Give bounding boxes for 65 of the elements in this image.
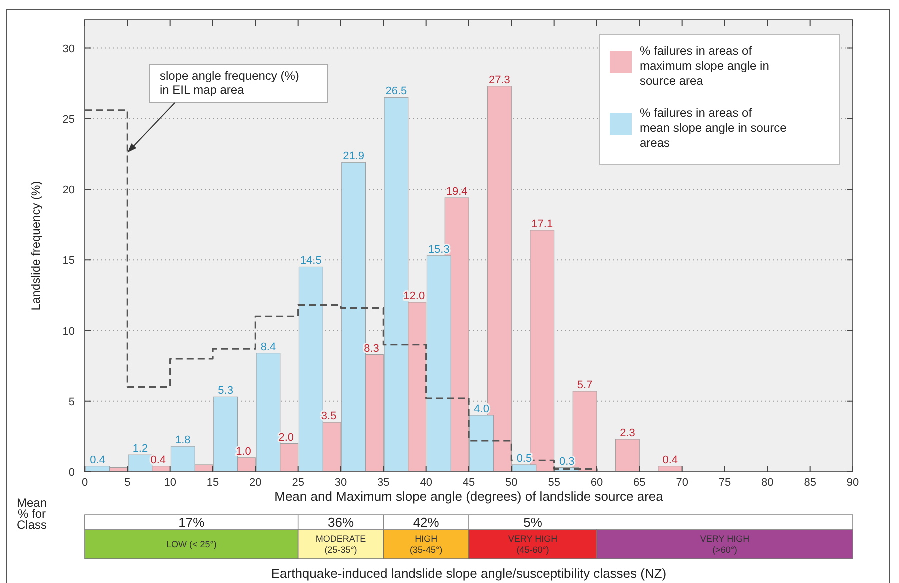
x-tick-label: 90 [846,477,860,489]
data-label: 0.3 [559,456,575,468]
y-tick-label: 5 [68,396,75,408]
annotation: 17% [178,515,206,530]
data-label: 27.3 [489,74,510,86]
x-tick-label: 25 [292,477,304,489]
data-label: 21.9 [343,150,365,163]
y-axis-title: Mean % for Class [16,496,48,532]
data-label: 1.8 [175,434,191,447]
x-tick-label: 55 [548,477,560,489]
x-tick-label: 0 [82,477,88,489]
data-label: 26.5 [386,86,408,98]
y-tick-label: 20 [62,184,75,196]
y-tick-label: 25 [62,114,75,126]
series-label: HIGH (35-45°) [410,534,443,555]
data-label: 5.3 [218,385,234,398]
x-tick-label: 20 [250,477,262,489]
data-label: 12.0 [404,290,426,302]
legend-label: % failures in areas of maximum slope angle in source area [640,44,770,88]
x-tick-label: 50 [506,477,518,489]
data-label: 15.3 [428,244,450,256]
data-label: 19.4 [446,186,468,198]
annotation: 36% [328,515,354,530]
data-label: 17.1 [532,218,554,230]
annotation: slope angle frequency (%) in EIL map area [160,69,300,97]
series-label: LOW (< 25°) [166,540,217,550]
x-axis-title: Earthquake-induced landslide slope angle/susceptibility classes (NZ) [271,566,667,581]
data-label: 0.4 [662,454,678,466]
data-label: 14.5 [300,255,322,268]
series-label: MODERATE (25-35°) [316,534,366,555]
x-tick-label: 80 [762,477,774,489]
data-label: 4.0 [474,404,490,416]
x-tick-label: 70 [676,477,688,489]
data-label: 8.4 [260,341,276,354]
annotation: 42% [413,515,440,530]
x-tick-label: 40 [420,477,432,489]
series-label: VERY HIGH (45-60°) [508,534,558,555]
x-tick-label: 15 [206,477,220,489]
x-tick-label: 85 [804,477,816,489]
annotation: 5% [524,515,543,530]
data-label: 3.5 [321,410,337,423]
x-tick-label: 65 [634,477,646,489]
x-axis-title: Mean and Maximum slope angle (degrees) of landslide source area [274,489,664,504]
data-label: 5.7 [577,379,593,392]
data-label: 2.0 [278,432,294,444]
data-label: 1.2 [132,443,148,456]
x-tick-label: 75 [718,477,732,489]
x-tick-label: 45 [462,477,476,489]
y-tick-label: 0 [68,467,75,479]
legend-label: % failures in areas of mean slope angle in source areas [640,106,788,150]
data-label: 1.0 [236,446,252,458]
series-label: VERY HIGH (>60°) [700,534,750,555]
x-tick-label: 30 [334,477,348,489]
x-tick-label: 60 [590,477,604,489]
y-tick-label: 10 [62,326,75,338]
data-label: 0.4 [90,454,106,466]
y-axis-title: Landslide frequency (%) [29,181,43,311]
data-label: 0.4 [150,454,166,466]
y-tick-label: 15 [62,255,75,268]
x-tick-label: 5 [124,477,131,489]
x-tick-label: 10 [164,477,176,489]
y-tick-label: 30 [62,43,75,56]
data-label: 2.3 [620,428,636,440]
x-tick-label: 35 [378,477,390,489]
data-label: 8.3 [364,342,380,355]
